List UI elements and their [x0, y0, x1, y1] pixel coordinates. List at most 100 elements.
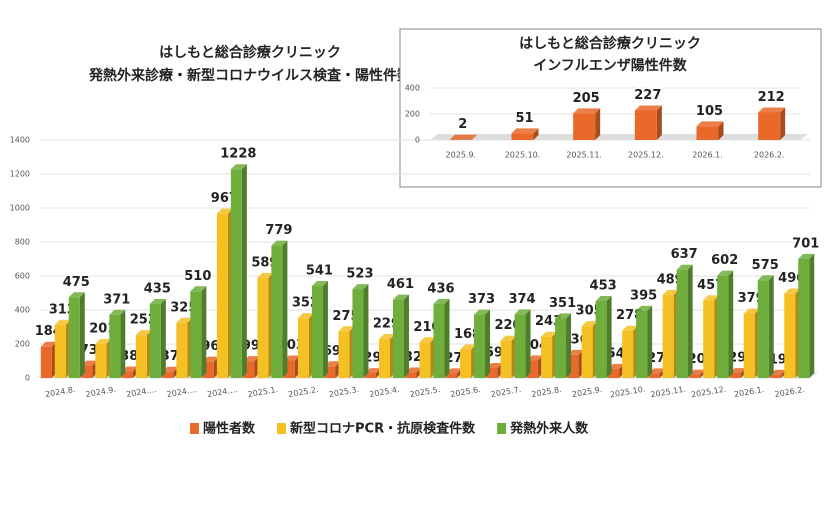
- bar-side: [363, 284, 369, 378]
- bar-top: [567, 349, 584, 355]
- data-label: 227: [634, 88, 661, 103]
- bar: [636, 310, 648, 378]
- bar: [608, 368, 620, 378]
- data-label: 371: [103, 292, 130, 307]
- x-tick-label: 2025.10.: [505, 151, 541, 160]
- bar: [135, 335, 147, 378]
- floor: [430, 134, 808, 140]
- bar: [567, 354, 579, 378]
- bar-top: [689, 369, 706, 375]
- bar-top: [54, 319, 71, 325]
- y-tick-label: 400: [405, 84, 420, 93]
- data-label: 373: [468, 292, 495, 307]
- bar-top: [162, 366, 179, 372]
- bar: [703, 300, 715, 378]
- bar-side: [809, 253, 815, 378]
- bar: [190, 291, 202, 378]
- data-label: 701: [792, 236, 819, 251]
- bar: [121, 371, 133, 378]
- data-label: 541: [306, 264, 333, 279]
- bar-top: [68, 292, 85, 298]
- bar-top: [729, 368, 746, 374]
- bar: [555, 318, 567, 378]
- legend-label: 新型コロナPCR・抗原検査件数: [290, 421, 476, 437]
- bar: [662, 294, 674, 378]
- bar: [798, 258, 810, 378]
- bar-side: [595, 108, 601, 140]
- bar: [271, 245, 283, 378]
- bar-top: [798, 253, 815, 259]
- y-tick-label: 600: [15, 272, 30, 281]
- bar-top: [555, 313, 572, 319]
- bar-side: [566, 313, 572, 378]
- bar: [634, 110, 657, 140]
- bar-top: [352, 284, 369, 290]
- data-label: 51: [515, 111, 533, 126]
- bar: [364, 373, 376, 378]
- bar: [770, 374, 782, 378]
- data-label: 374: [508, 292, 535, 307]
- legend-label: 陽性者数: [203, 421, 256, 437]
- bar: [511, 133, 534, 140]
- bar-top: [392, 294, 409, 300]
- bar-side: [403, 294, 409, 378]
- bar: [378, 339, 390, 378]
- y-tick-label: 400: [15, 306, 30, 315]
- bar-top: [283, 355, 300, 361]
- x-tick-label: 2026.2.: [754, 151, 785, 160]
- bar-top: [121, 366, 138, 372]
- bar-top: [595, 295, 612, 301]
- bar: [81, 365, 93, 378]
- bar-top: [364, 368, 381, 374]
- bar: [40, 346, 52, 378]
- bar: [338, 331, 350, 378]
- bar: [297, 318, 309, 378]
- bar: [446, 373, 458, 378]
- data-label: 602: [711, 253, 738, 268]
- bar: [243, 361, 255, 378]
- bar-side: [718, 121, 724, 140]
- y-tick-label: 800: [15, 238, 30, 247]
- bar: [460, 349, 472, 378]
- inset-subtitle: インフルエンザ陽性件数: [533, 57, 688, 74]
- bar: [541, 336, 553, 378]
- bar-side: [768, 275, 774, 378]
- data-label: 212: [758, 90, 785, 105]
- bar-top: [460, 344, 477, 350]
- bar-top: [216, 208, 233, 214]
- bar-side: [647, 305, 653, 378]
- bar: [743, 313, 755, 378]
- bar: [54, 324, 66, 378]
- bar-side: [728, 270, 734, 378]
- bar: [758, 112, 781, 140]
- bar-side: [444, 298, 450, 378]
- chart-subtitle: 発熱外来診療・新型コロナウイルス検査・陽性件数: [88, 67, 412, 84]
- data-label: 105: [696, 104, 723, 119]
- bar-top: [405, 367, 422, 373]
- bar-top: [324, 361, 341, 367]
- bar-side: [160, 299, 166, 378]
- bar-top: [271, 240, 288, 246]
- bar: [109, 314, 121, 378]
- bar-side: [79, 292, 85, 378]
- bar-side: [322, 281, 328, 378]
- bar-top: [311, 281, 328, 287]
- data-label: 475: [63, 275, 90, 290]
- bar-top: [230, 164, 247, 170]
- bar: [311, 286, 323, 378]
- bar: [68, 297, 80, 378]
- bar-top: [717, 270, 734, 276]
- bar-top: [449, 134, 477, 140]
- bar-side: [241, 164, 247, 378]
- bar-top: [95, 338, 112, 344]
- bar-top: [149, 299, 166, 305]
- bar-top: [770, 369, 787, 375]
- y-tick-label: 1000: [10, 204, 30, 213]
- bar: [573, 113, 596, 140]
- bar-side: [687, 264, 693, 378]
- bar: [784, 293, 796, 378]
- bar: [392, 299, 404, 378]
- data-label: 2: [458, 117, 467, 132]
- x-tick-label: 2025.9.: [446, 151, 477, 160]
- bar-top: [581, 321, 598, 327]
